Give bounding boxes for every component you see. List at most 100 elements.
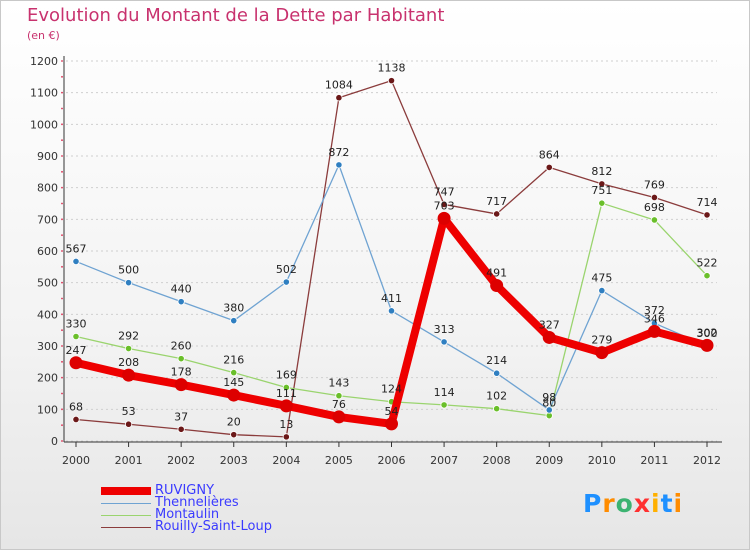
logo-letter: i	[673, 489, 684, 518]
data-point	[545, 163, 553, 171]
y-tick-label: 600	[37, 245, 58, 258]
data-point	[177, 298, 185, 306]
y-minor-tick	[61, 186, 63, 189]
data-label: 76	[332, 398, 346, 411]
y-minor-tick	[61, 313, 63, 316]
legend-label-ruvigny: RUVIGNY	[155, 483, 215, 498]
data-label: 502	[276, 263, 297, 276]
data-label: 214	[486, 354, 507, 367]
y-tick-label: 700	[37, 213, 58, 226]
data-label: 292	[118, 330, 139, 343]
y-minor-tick	[61, 107, 63, 110]
x-tick-label: 2001	[115, 454, 143, 467]
y-tick-label: 900	[37, 150, 58, 163]
legend-item-montaulin: Montaulin	[101, 507, 361, 522]
data-point	[598, 180, 606, 188]
chart-subtitle: (en €)	[27, 29, 60, 42]
y-minor-tick	[61, 329, 63, 332]
data-label: 1138	[378, 62, 406, 75]
y-minor-tick	[61, 360, 63, 363]
data-label: 812	[591, 165, 612, 178]
data-point	[703, 211, 711, 219]
data-point	[440, 338, 448, 346]
y-tick-label: 100	[37, 403, 58, 416]
data-label: 178	[171, 366, 192, 379]
y-minor-tick	[61, 91, 63, 94]
y-minor-tick	[61, 297, 63, 300]
y-minor-tick	[61, 123, 63, 126]
data-point	[72, 332, 80, 341]
data-label: 769	[644, 178, 665, 191]
data-label: 216	[223, 354, 244, 367]
data-point	[230, 431, 238, 439]
data-label: 751	[591, 184, 612, 197]
y-tick-label: 1100	[30, 87, 58, 100]
data-point	[595, 346, 609, 360]
data-label: 143	[328, 377, 349, 390]
data-label: 567	[66, 242, 87, 255]
data-label: 102	[486, 390, 507, 403]
proxiti-logo: Proxiti	[583, 489, 683, 518]
y-minor-tick	[61, 202, 63, 205]
x-tick-label: 2007	[430, 454, 458, 467]
data-label: 698	[644, 201, 665, 214]
data-point	[650, 216, 659, 224]
data-point	[493, 369, 501, 377]
data-point	[387, 77, 396, 85]
data-point	[124, 344, 133, 353]
y-minor-tick	[61, 250, 63, 252]
data-label: 111	[276, 387, 297, 400]
data-label: 327	[539, 318, 560, 331]
data-label: 53	[122, 405, 136, 418]
x-tick-label: 2009	[535, 454, 563, 467]
data-point	[177, 355, 185, 363]
data-label: 145	[223, 376, 244, 389]
data-label: 247	[66, 344, 87, 357]
y-minor-tick	[61, 139, 63, 142]
legend-swatch-ruvigny	[101, 487, 151, 495]
y-tick-label: 800	[37, 182, 58, 195]
y-minor-tick	[61, 170, 63, 173]
x-tick-label: 2011	[640, 454, 668, 467]
y-minor-tick	[61, 424, 63, 427]
data-label: 747	[434, 185, 455, 198]
data-point	[545, 406, 553, 414]
y-tick-label: 0	[51, 435, 58, 448]
x-tick-label: 2002	[167, 454, 195, 467]
legend: RUVIGNY Thennelières Montaulin Rouilly-S…	[101, 483, 361, 534]
data-point	[335, 94, 343, 102]
data-point	[332, 410, 346, 424]
data-label: 98	[542, 391, 556, 404]
logo-letter: r	[602, 489, 616, 518]
logo-letter: o	[615, 489, 634, 518]
data-label: 68	[69, 400, 83, 413]
data-label: 37	[174, 410, 188, 423]
legend-label-montaulin: Montaulin	[155, 507, 220, 522]
y-minor-tick	[61, 281, 63, 284]
data-point	[598, 199, 606, 207]
data-label: 864	[539, 148, 560, 161]
y-minor-tick	[61, 234, 63, 237]
data-label: 346	[644, 312, 665, 325]
data-label: 872	[328, 146, 349, 159]
data-label: 313	[434, 323, 455, 336]
data-label: 302	[697, 326, 718, 339]
data-label: 80	[542, 397, 556, 410]
y-minor-tick	[61, 440, 63, 442]
data-point	[69, 356, 83, 370]
data-point	[493, 210, 501, 218]
legend-swatch-thennelieres	[101, 502, 151, 504]
data-point	[385, 417, 398, 431]
y-minor-tick	[61, 408, 63, 411]
x-tick-label: 2000	[62, 454, 90, 467]
data-point	[174, 378, 188, 392]
x-tick-label: 2012	[693, 454, 721, 467]
logo-letter: i	[651, 489, 661, 518]
y-minor-tick	[61, 60, 63, 62]
legend-swatch-rouilly-saint-loup	[101, 526, 151, 528]
y-tick-label: 200	[37, 372, 58, 385]
legend-item-thennelieres: Thennelières	[101, 495, 361, 510]
data-point	[440, 200, 448, 209]
